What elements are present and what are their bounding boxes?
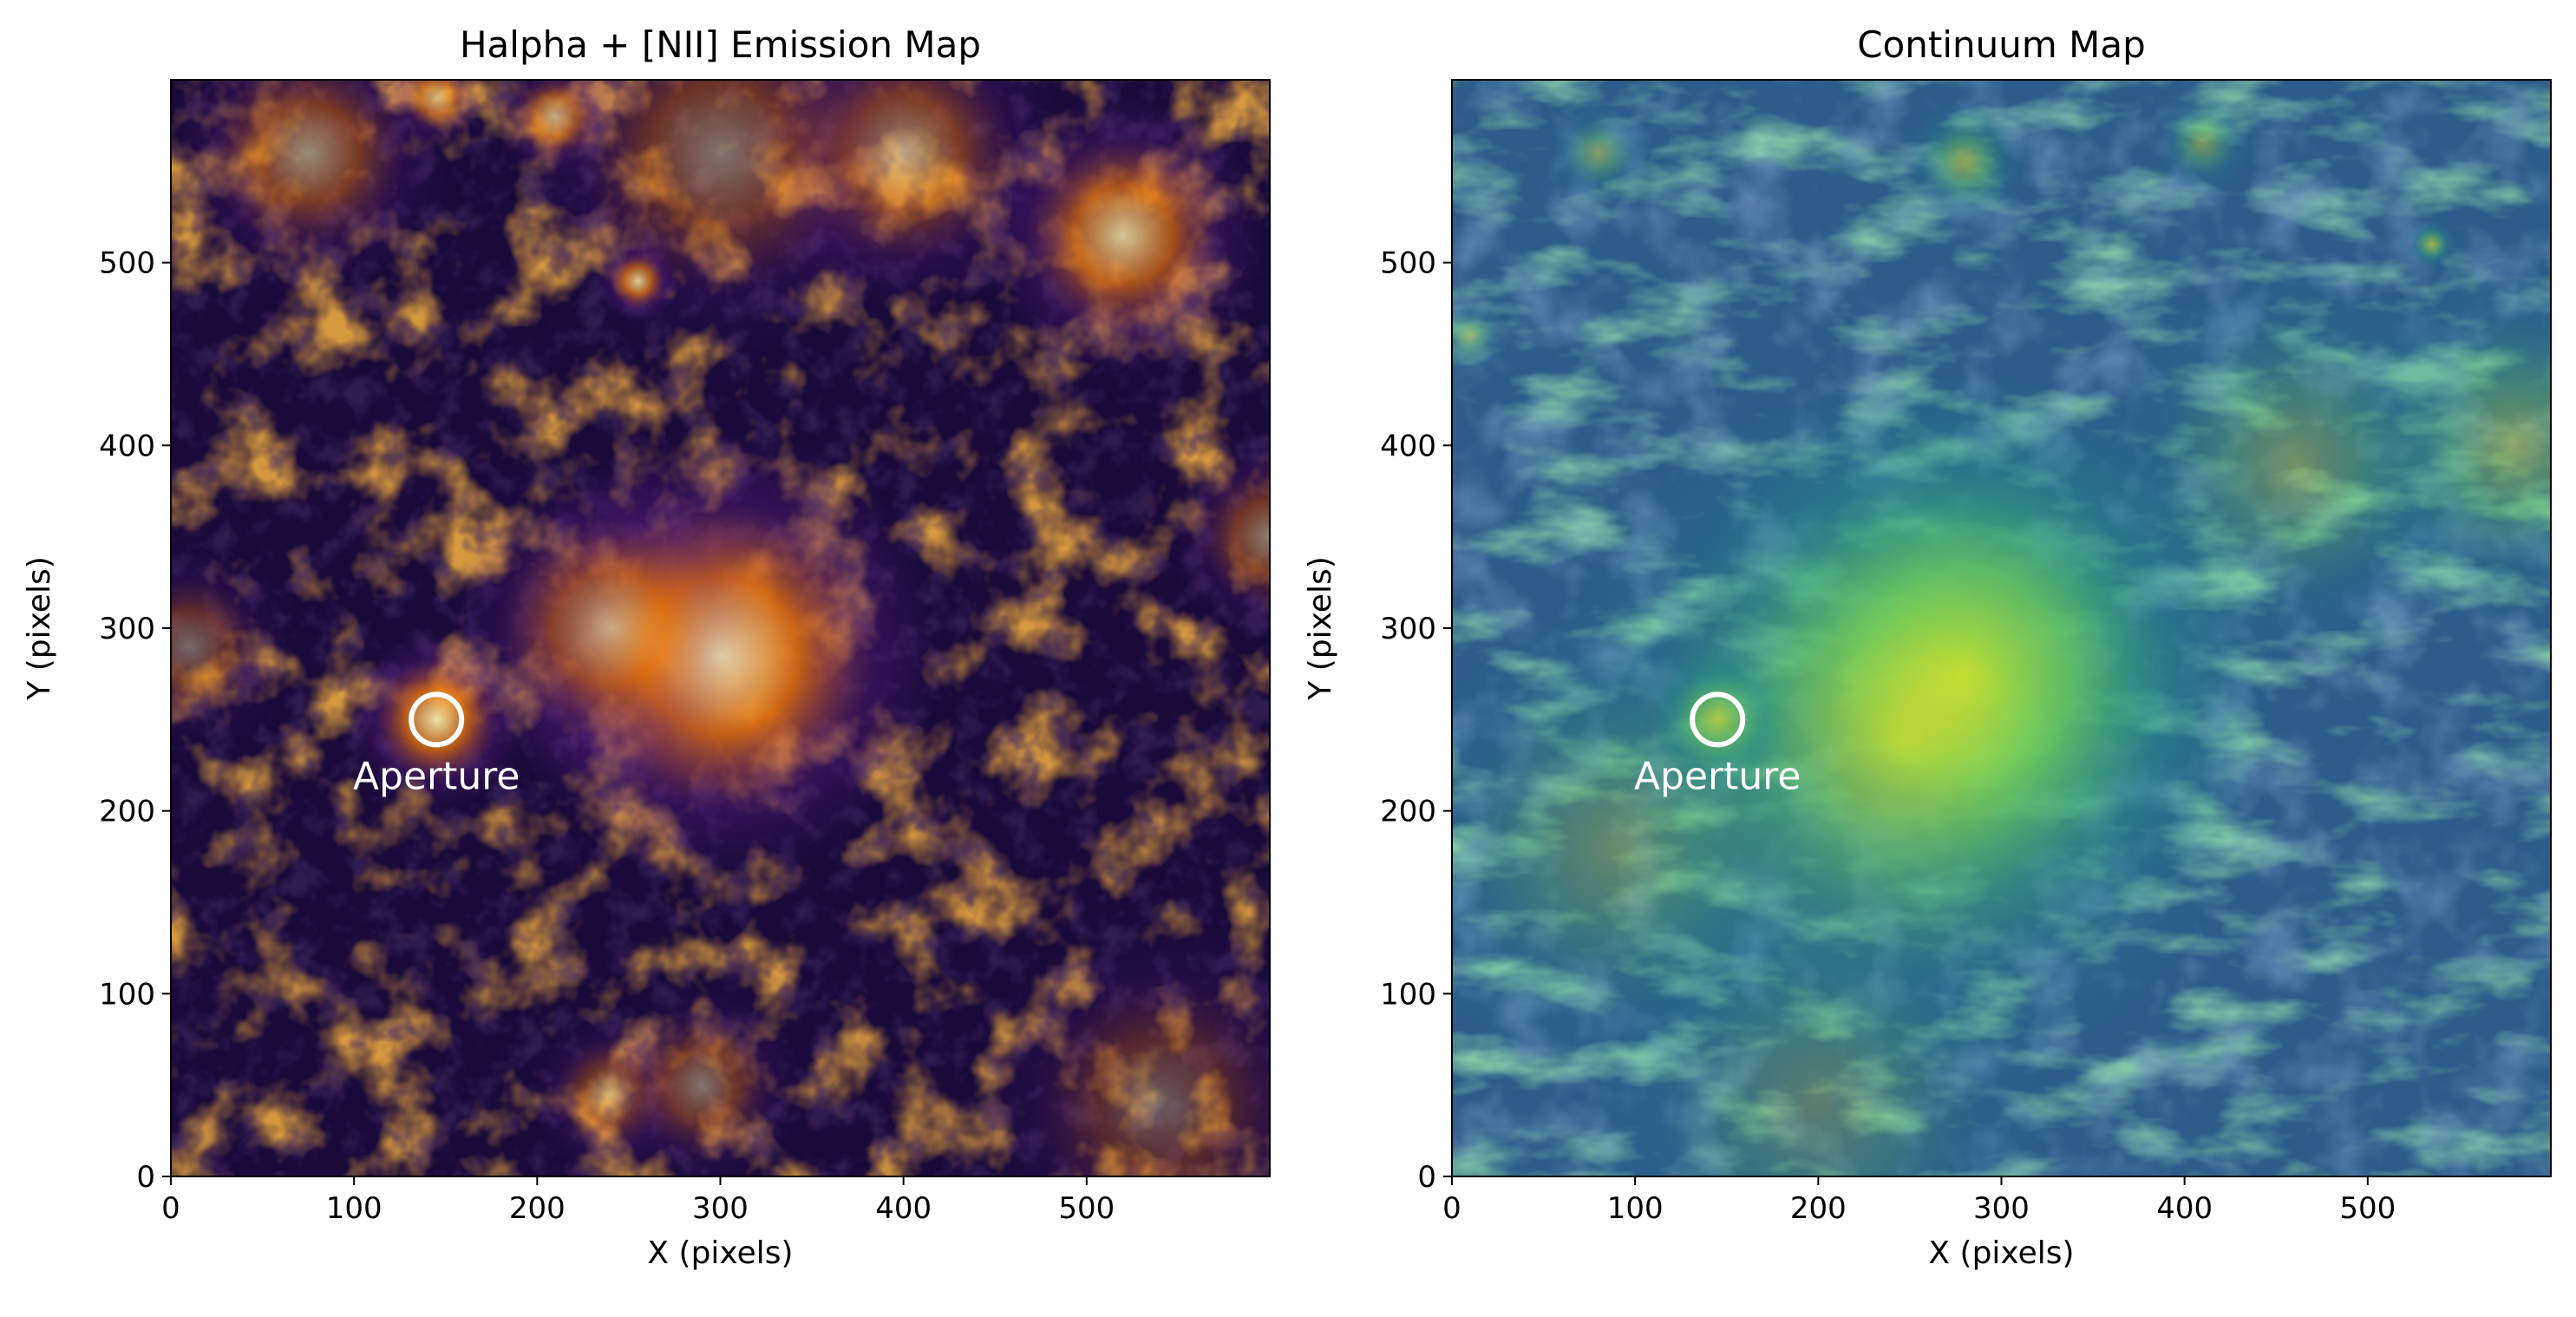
x-tick-label: 400 bbox=[2156, 1191, 2213, 1226]
emission-blob bbox=[347, 631, 526, 809]
aperture-circle bbox=[1690, 691, 1746, 748]
y-tick-label: 100 bbox=[99, 977, 155, 1012]
y-tick-label: 300 bbox=[99, 612, 155, 646]
y-axis-label: Y (pixels) bbox=[22, 556, 57, 700]
y-tick-label: 500 bbox=[99, 246, 155, 281]
x-tick-label: 200 bbox=[1790, 1191, 1847, 1226]
x-tick-label: 500 bbox=[2339, 1191, 2396, 1226]
chart-title: Continuum Map bbox=[1857, 23, 2146, 66]
emission-blob bbox=[2407, 220, 2456, 269]
y-tick-label: 400 bbox=[1380, 429, 1436, 463]
aperture-label: Aperture bbox=[353, 754, 520, 798]
emission-blob bbox=[448, 467, 772, 790]
continuum-map-panel: 0 100 200 300 400 500 0 100 200 300 400 500 Continuu… bbox=[1303, 23, 2552, 1271]
x-axis-label: X (pixels) bbox=[1928, 1235, 2074, 1271]
y-tick-label: 200 bbox=[99, 795, 155, 829]
emission-blob bbox=[388, 80, 485, 147]
x-axis-label: X (pixels) bbox=[647, 1235, 793, 1271]
aperture-circle bbox=[409, 691, 465, 748]
emission-blob bbox=[1550, 104, 1647, 202]
emission-blob bbox=[2093, 262, 2496, 665]
y-tick-label: 200 bbox=[1380, 795, 1436, 829]
x-tick-label: 100 bbox=[1607, 1191, 1664, 1226]
emission-blob bbox=[978, 921, 1270, 1176]
y-tick-label: 500 bbox=[1380, 246, 1436, 281]
aperture-label: Aperture bbox=[1634, 754, 1801, 798]
heatmap-image bbox=[171, 80, 1270, 1176]
emission-map-panel: 0 100 200 300 400 500 0 100 200 300 400 500 Halpha +… bbox=[22, 23, 1271, 1271]
x-tick-label: 400 bbox=[875, 1191, 932, 1226]
emission-blob bbox=[1168, 436, 1270, 638]
y-tick-label: 100 bbox=[1380, 977, 1436, 1012]
x-tick-label: 300 bbox=[1973, 1191, 2030, 1226]
emission-blob bbox=[171, 545, 291, 748]
x-tick-label: 500 bbox=[1058, 1191, 1115, 1226]
x-tick-label: 200 bbox=[509, 1191, 566, 1226]
y-tick-label: 300 bbox=[1380, 612, 1436, 646]
y-tick-label: 400 bbox=[99, 429, 155, 463]
emission-blob bbox=[601, 984, 803, 1176]
y-axis-label: Y (pixels) bbox=[1303, 556, 1338, 700]
emission-blob bbox=[171, 80, 449, 294]
x-tick-label: 0 bbox=[161, 1191, 180, 1226]
emission-blob bbox=[1576, 862, 2060, 1176]
heatmap-image bbox=[1452, 80, 2551, 1176]
chart-title: Halpha + [NII] Emission Map bbox=[460, 23, 981, 66]
emission-blob bbox=[494, 80, 617, 177]
x-tick-label: 100 bbox=[326, 1191, 382, 1226]
emission-blob bbox=[1904, 102, 2025, 223]
x-tick-label: 0 bbox=[1442, 1191, 1461, 1226]
emission-blob bbox=[2154, 95, 2252, 193]
x-tick-label: 300 bbox=[692, 1191, 749, 1226]
emission-blob bbox=[1452, 303, 1503, 369]
y-tick-label: 0 bbox=[1417, 1160, 1436, 1195]
emission-blob bbox=[598, 240, 678, 322]
y-tick-label: 0 bbox=[136, 1160, 155, 1195]
